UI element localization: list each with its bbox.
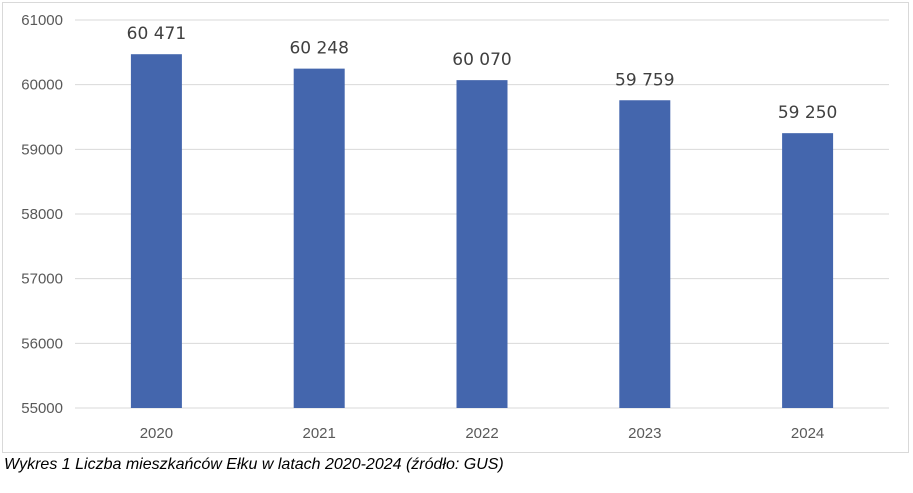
x-axis-tick-labels: 2020 2021 2022 2023 2024 xyxy=(140,425,825,442)
y-tick-label: 57000 xyxy=(21,271,63,288)
y-tick-label: 58000 xyxy=(21,206,63,223)
data-label-2024: 59 250 xyxy=(778,103,837,123)
bar-2022 xyxy=(456,80,508,408)
bar-2021 xyxy=(293,68,345,408)
y-tick-label: 56000 xyxy=(21,335,63,352)
x-tick-label: 2024 xyxy=(791,425,824,442)
x-tick-label: 2021 xyxy=(303,425,336,442)
bar-chart: 55000 56000 57000 58000 59000 60000 61000 2020… xyxy=(21,12,889,442)
y-axis-tick-labels: 55000 56000 57000 58000 59000 60000 61000 xyxy=(21,12,63,417)
y-tick-label: 60000 xyxy=(21,77,63,94)
x-tick-label: 2022 xyxy=(465,425,498,442)
bars xyxy=(130,54,834,408)
x-tick-label: 2020 xyxy=(140,425,173,442)
chart-caption: Wykres 1 Liczba mieszkańców Ełku w latac… xyxy=(4,456,504,473)
bar-2020 xyxy=(130,54,182,408)
y-tick-label: 59000 xyxy=(21,141,63,158)
y-tick-label: 61000 xyxy=(21,12,63,29)
data-labels: 60 471 60 248 60 070 59 759 59 250 xyxy=(127,24,838,123)
data-label-2020: 60 471 xyxy=(127,24,186,44)
x-tick-label: 2023 xyxy=(628,425,661,442)
bar-2023 xyxy=(619,100,671,408)
data-label-2022: 60 070 xyxy=(452,50,511,70)
y-tick-label: 55000 xyxy=(21,400,63,417)
data-label-2021: 60 248 xyxy=(289,39,348,59)
bar-2024 xyxy=(782,133,834,408)
data-label-2023: 59 759 xyxy=(615,70,674,90)
